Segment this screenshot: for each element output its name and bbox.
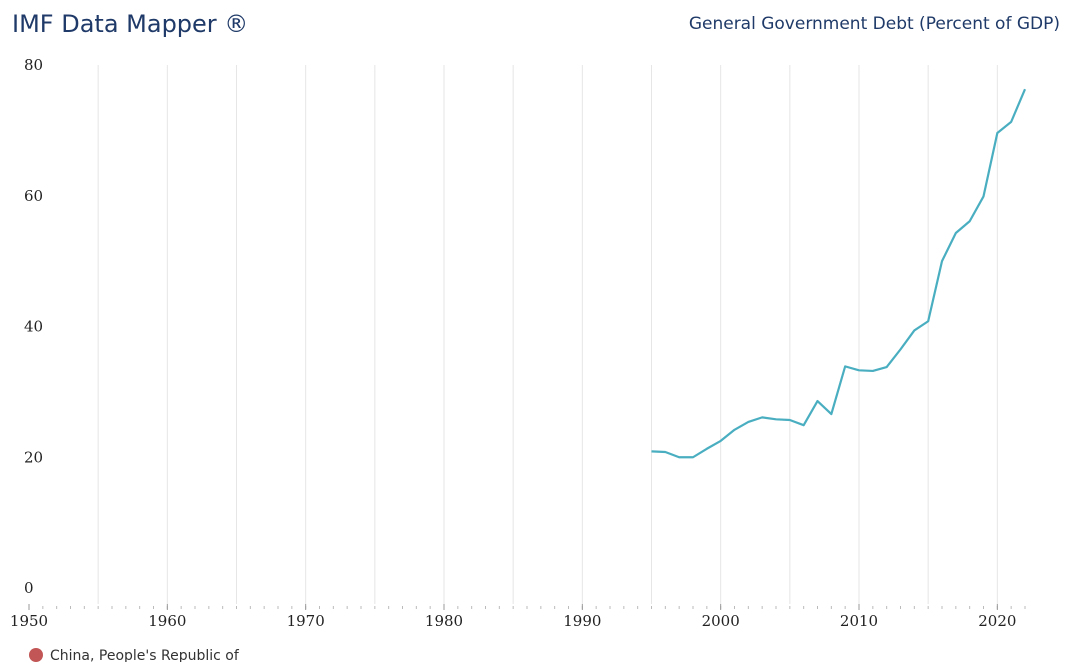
x-tick-label: 2010 xyxy=(840,612,878,630)
line-series xyxy=(651,88,1027,459)
x-tick-label: 1960 xyxy=(148,612,186,630)
y-tick-label: 60 xyxy=(24,187,43,205)
x-tick-label: 1950 xyxy=(10,612,48,630)
x-tick-label: 1970 xyxy=(287,612,325,630)
legend-label: China, People's Republic of xyxy=(50,648,240,662)
x-tick-label: 1980 xyxy=(425,612,463,630)
y-tick-label: 40 xyxy=(24,318,43,336)
chart-subtitle: General Government Debt (Percent of GDP) xyxy=(689,14,1060,34)
x-tick-label: 2020 xyxy=(978,612,1016,630)
x-tick-label: 2000 xyxy=(702,612,740,630)
y-tick-label: 20 xyxy=(24,448,43,466)
y-tick-label: 80 xyxy=(24,56,43,74)
legend-marker xyxy=(29,648,43,662)
chart-title: IMF Data Mapper ® xyxy=(12,10,248,38)
y-tick-label: 0 xyxy=(24,579,34,597)
x-tick-label: 1990 xyxy=(563,612,601,630)
